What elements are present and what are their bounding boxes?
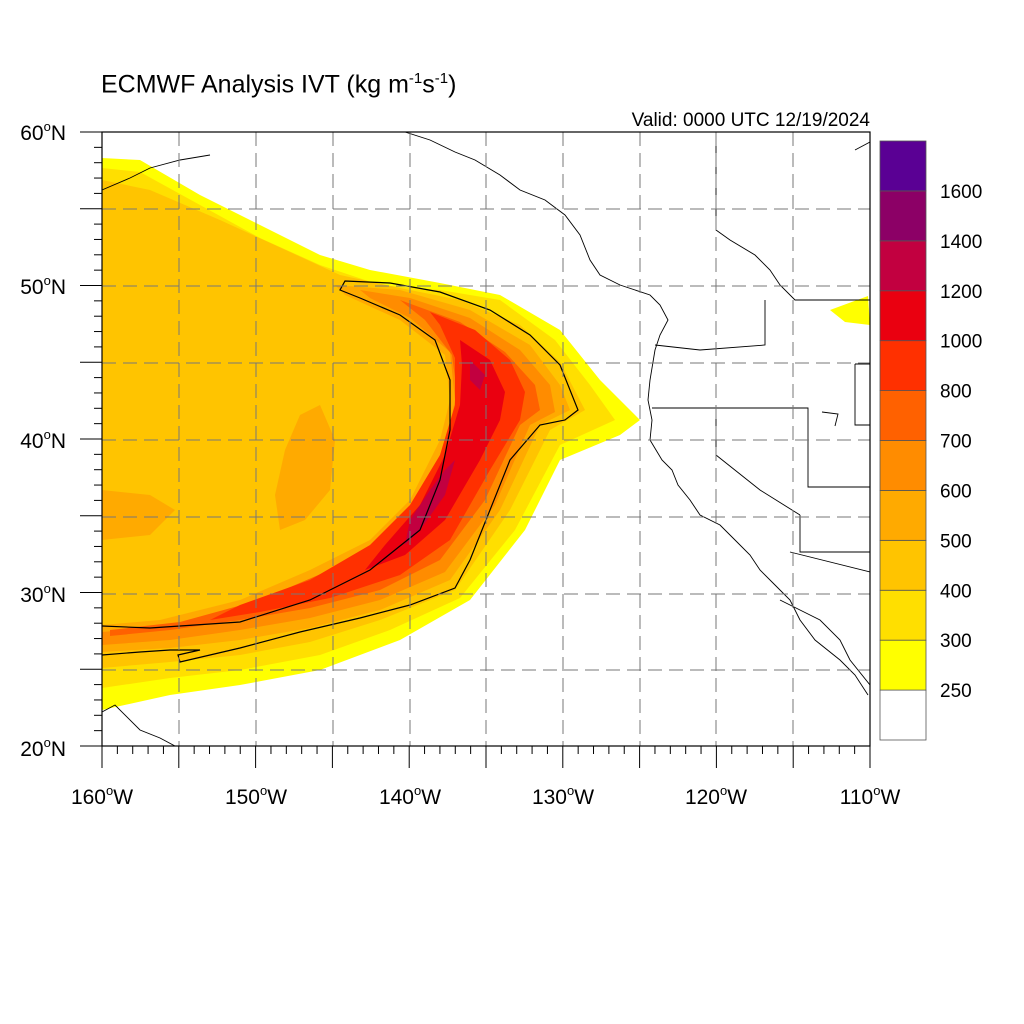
ivt-shading bbox=[102, 158, 870, 710]
lat-label-60n: 60oN bbox=[20, 119, 66, 145]
colorbar-label: 400 bbox=[940, 581, 972, 602]
lon-label-150w: 150oW bbox=[225, 783, 287, 809]
colorbar-swatch bbox=[879, 689, 927, 741]
colorbar-label: 600 bbox=[940, 481, 972, 502]
colorbar-swatch bbox=[879, 240, 927, 292]
colorbar-label: 1000 bbox=[940, 332, 982, 353]
colorbar-label: 1600 bbox=[940, 182, 982, 203]
colorbar-label: 250 bbox=[940, 681, 972, 702]
lon-label-120w: 120oW bbox=[685, 783, 747, 809]
colorbar-swatch bbox=[879, 190, 927, 242]
coastlines bbox=[102, 132, 870, 746]
ivt-field bbox=[102, 158, 870, 710]
gridlines bbox=[102, 132, 870, 746]
lat-label-40n: 40oN bbox=[20, 427, 66, 453]
lon-label-130w: 130oW bbox=[532, 783, 594, 809]
colorbar-swatch bbox=[879, 639, 927, 691]
colorbar-swatch bbox=[879, 440, 927, 491]
map-title: ECMWF Analysis IVT (kg m-1s-1) bbox=[101, 70, 457, 99]
lat-labels: 60oN 50oN 40oN 30oN 20oN bbox=[20, 119, 66, 761]
colorbar-label: 300 bbox=[940, 631, 972, 652]
colorbar-label: 500 bbox=[940, 531, 972, 552]
axis-ticks bbox=[80, 131, 871, 768]
colorbar-label: 1200 bbox=[940, 282, 982, 303]
colorbar-swatch bbox=[879, 539, 927, 591]
lon-label-140w: 140oW bbox=[379, 783, 441, 809]
valid-time: Valid: 0000 UTC 12/19/2024 bbox=[631, 110, 870, 131]
lat-label-20n: 20oN bbox=[20, 735, 66, 761]
colorbar: 250 300 400 500 600 700 800 1000 1200 1400 1600 bbox=[879, 140, 982, 741]
lat-label-30n: 30oN bbox=[20, 581, 66, 607]
colorbar-label: 800 bbox=[940, 382, 972, 403]
lat-label-50n: 50oN bbox=[20, 273, 66, 299]
colorbar-swatch bbox=[879, 390, 927, 441]
lon-labels: 160oW 150oW 140oW 130oW 120oW 110oW bbox=[71, 783, 901, 809]
colorbar-swatch bbox=[879, 589, 927, 641]
colorbar-label: 700 bbox=[940, 432, 972, 453]
colorbar-swatch bbox=[879, 140, 927, 192]
colorbar-label: 1400 bbox=[940, 232, 982, 253]
lon-label-110w: 110oW bbox=[840, 783, 901, 809]
ivt-500-contour bbox=[102, 280, 579, 663]
lon-label-160w: 160oW bbox=[71, 783, 133, 809]
colorbar-swatch bbox=[879, 290, 927, 342]
colorbar-swatch bbox=[879, 340, 927, 391]
colorbar-swatch bbox=[879, 490, 927, 541]
